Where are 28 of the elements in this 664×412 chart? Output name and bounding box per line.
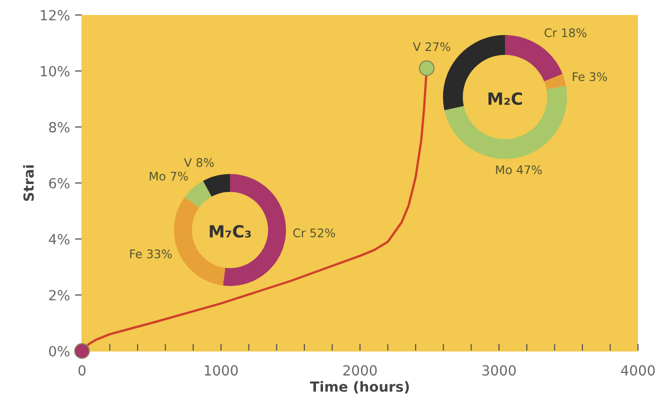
slice-label: Cr 52%	[293, 228, 336, 238]
slice-label: Mo 47%	[496, 165, 542, 174]
donut-slice	[444, 86, 567, 159]
text: M₂C	[488, 92, 522, 105]
y-tick-label: 4%	[48, 234, 70, 244]
donut-slice	[184, 180, 212, 208]
x-tick-label: 1000	[204, 365, 238, 376]
slice-label: Fe 33%	[130, 249, 172, 258]
slice-label: V 8%	[184, 158, 214, 167]
donut-slice	[203, 174, 230, 197]
y-axis-title: Strai	[23, 165, 34, 201]
text: M₇C₃	[210, 225, 251, 238]
y-tick-label: 10%	[40, 66, 70, 76]
x-tick-label: 2000	[343, 365, 377, 376]
x-tick-label: 0	[78, 365, 86, 376]
donut-slice	[544, 74, 566, 90]
slice-label: Mo 7%	[150, 172, 188, 181]
x-tick-label: 4000	[621, 365, 655, 376]
y-tick-label: 8%	[49, 122, 70, 132]
slice-label: Cr 18%	[544, 28, 586, 38]
x-tick-label: 3000	[482, 365, 516, 376]
x-axis-title: Time (hours)	[310, 381, 409, 394]
y-tick-label: 12%	[40, 10, 70, 20]
y-tick-label: 6%	[49, 178, 70, 188]
y-tick-label: 0%	[49, 346, 70, 356]
slice-label: Fe 3%	[572, 72, 607, 82]
y-tick-label: 2%	[49, 290, 70, 300]
slice-label: V 27%	[412, 42, 450, 52]
